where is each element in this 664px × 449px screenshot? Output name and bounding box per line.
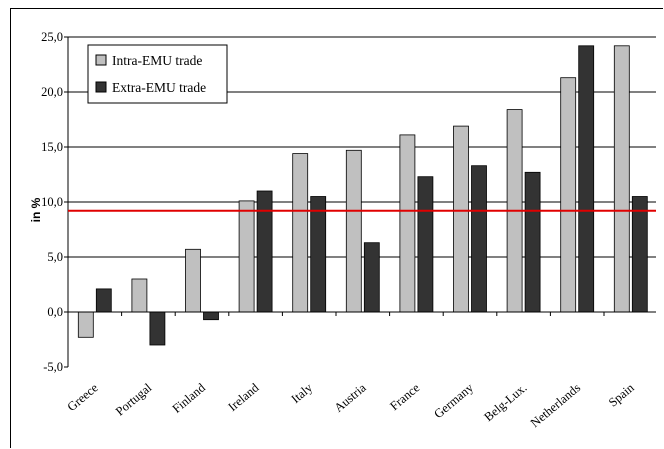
bar-intra-finland — [185, 248, 201, 313]
x-tick-label: Austria — [332, 380, 370, 415]
x-tick-label: Germany — [431, 380, 476, 421]
bar-intra-germany — [453, 125, 469, 313]
legend-label-extra: Extra-EMU trade — [112, 80, 206, 95]
bar-extra-belglux — [524, 171, 541, 313]
y-tick-label: 10,0 — [41, 195, 63, 209]
x-tick-label: Greece — [65, 380, 101, 414]
bar-intra-spain — [613, 45, 630, 313]
y-tick-label: 0,0 — [47, 305, 63, 319]
bar-intra-greece — [77, 311, 94, 338]
x-tick-labels: Greece Portugal Finland Ireland Italy Austria… — [65, 380, 638, 430]
legend: Intra-EMU trade Extra-EMU trade — [87, 44, 228, 104]
axes — [67, 37, 656, 367]
y-tick-label: -5,0 — [43, 360, 63, 374]
x-tick-label: Ireland — [225, 380, 262, 414]
y-tick-label: 15,0 — [41, 140, 63, 154]
bar-extra-netherlands — [578, 45, 595, 313]
bar-extra-france — [417, 176, 434, 313]
bars — [77, 45, 648, 346]
x-tick-label: Finland — [170, 380, 209, 416]
x-tick-label: Netherlands — [528, 380, 583, 430]
x-tick-label: Spain — [606, 380, 637, 410]
legend-swatch-intra — [95, 54, 107, 66]
bar-extra-portugal — [149, 311, 166, 346]
y-tick-label: 5,0 — [47, 250, 63, 264]
y-tick-labels: -5,0 0,0 5,0 10,0 15,0 20,0 25,0 — [41, 30, 63, 374]
legend-label-intra: Intra-EMU trade — [112, 53, 202, 68]
bar-intra-austria — [345, 149, 362, 313]
x-tick-label: Italy — [289, 380, 316, 406]
y-tick-label: 20,0 — [41, 85, 63, 99]
y-tick-label: 25,0 — [41, 30, 63, 44]
bar-extra-italy — [310, 196, 327, 313]
bar-intra-france — [399, 134, 416, 313]
bar-extra-germany — [471, 165, 487, 313]
bar-extra-finland — [203, 311, 219, 321]
x-tick-label: Portugal — [113, 380, 155, 418]
x-tick-label: France — [387, 380, 422, 413]
bar-extra-greece — [95, 288, 112, 313]
y-axis-label: in % — [29, 197, 43, 222]
x-tick-label: Belg-Lux. — [481, 381, 529, 425]
chart-frame — [10, 8, 663, 448]
legend-box — [87, 44, 228, 104]
bar-intra-ireland — [238, 200, 255, 313]
bar-intra-italy — [292, 153, 309, 313]
legend-swatch-extra — [95, 81, 107, 93]
bar-intra-netherlands — [560, 77, 577, 313]
bar-extra-ireland — [256, 190, 273, 313]
bar-intra-portugal — [131, 278, 148, 313]
bar-extra-austria — [363, 242, 380, 313]
bar-extra-spain — [631, 196, 648, 313]
